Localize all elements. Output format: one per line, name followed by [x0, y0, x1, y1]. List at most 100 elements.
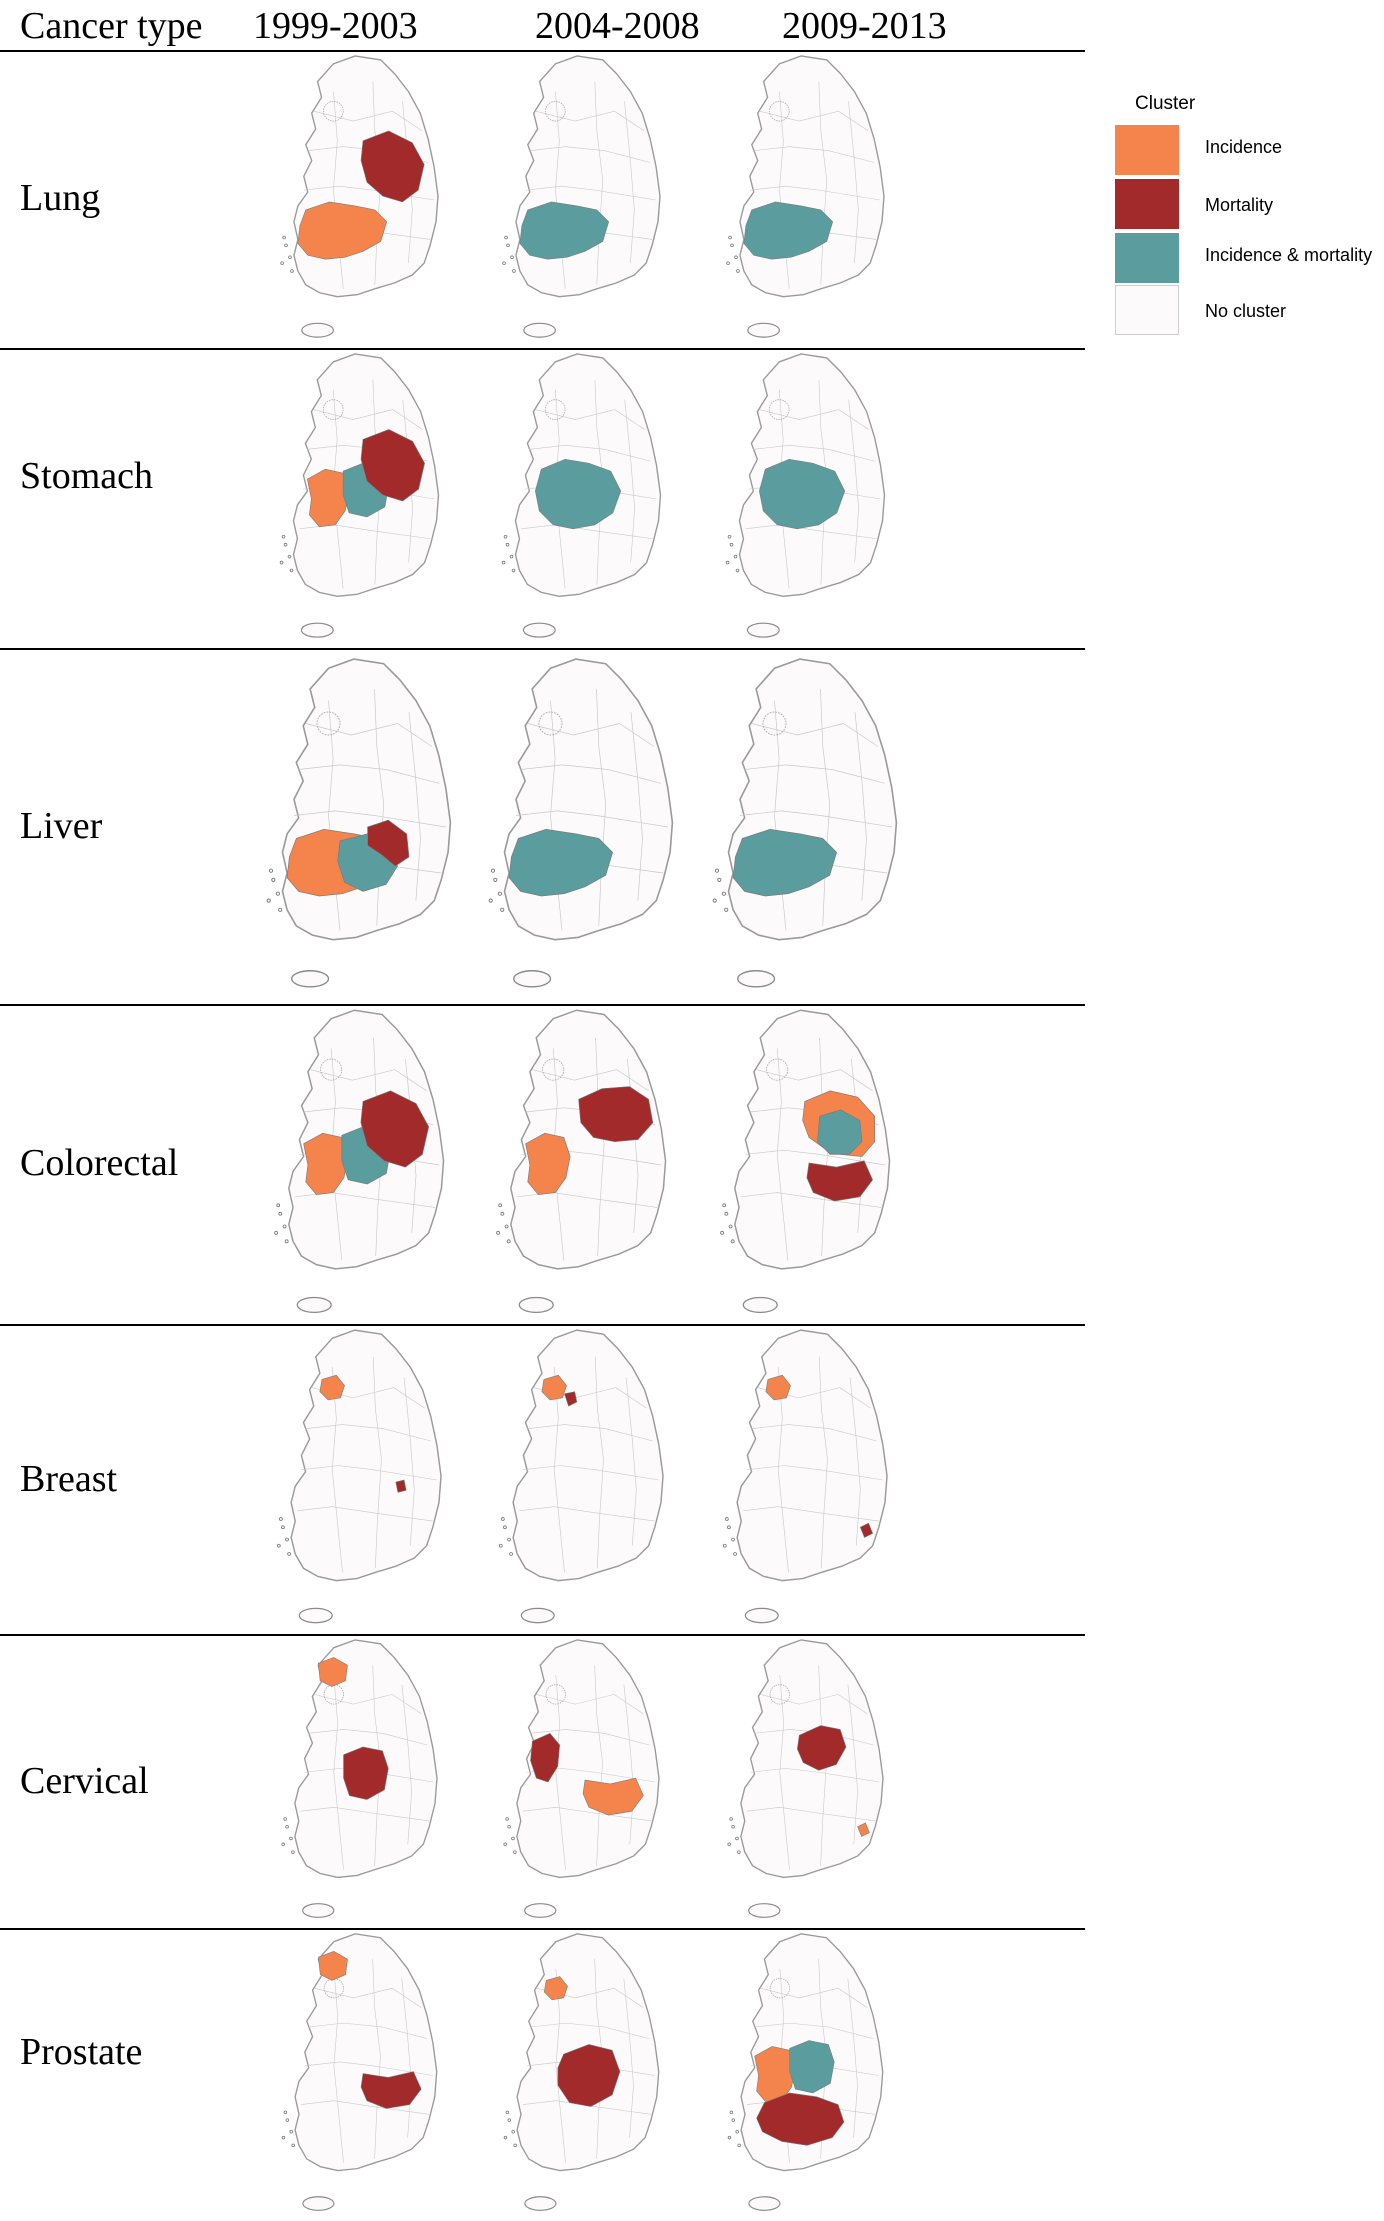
islands	[501, 534, 516, 573]
legend-swatch-mortality	[1115, 179, 1179, 229]
cluster-mortality	[530, 1732, 560, 1783]
map-liver-2	[488, 658, 674, 988]
map-breast-3	[722, 1329, 888, 1624]
islands	[726, 235, 740, 273]
capital-area-marker	[316, 711, 341, 736]
islands	[281, 2110, 295, 2148]
peninsula-outline	[294, 1933, 438, 2172]
map-breast-2	[498, 1329, 664, 1624]
cluster-mortality	[557, 2044, 621, 2107]
row-label-breast: Breast	[20, 1458, 118, 1500]
cluster-mortality	[343, 1746, 389, 1800]
cluster-mortality	[564, 1391, 578, 1407]
divider-row-5	[0, 1634, 1085, 1636]
cluster-mortality	[859, 1522, 874, 1538]
district-lines	[745, 81, 881, 289]
row-label-cervical: Cervical	[20, 1760, 149, 1802]
peninsula-outline	[515, 55, 661, 298]
jeju-island	[744, 1607, 779, 1624]
islands	[488, 868, 505, 912]
capital-area-marker	[545, 1684, 566, 1705]
row-label-prostate: Prostate	[20, 2031, 143, 2073]
divider-row-3	[0, 1004, 1085, 1006]
legend-label-none: No cluster	[1205, 301, 1287, 321]
district-lines	[521, 81, 657, 289]
cluster-incidence	[541, 1374, 567, 1401]
map-colorectal-3	[720, 1009, 891, 1313]
map-prostate-2	[503, 1933, 660, 2211]
islands	[280, 235, 294, 273]
divider-row-1	[0, 348, 1085, 350]
jeju-island	[296, 1296, 332, 1313]
row-label-stomach: Stomach	[20, 455, 153, 497]
header-period-2: 2004-2008	[535, 5, 700, 47]
divider-row-6	[0, 1928, 1085, 1930]
map-cervical-2	[503, 1639, 660, 1918]
divider-header	[0, 50, 1085, 52]
cluster-incidence	[307, 468, 350, 528]
cluster-mortality	[360, 429, 425, 502]
cluster-both	[732, 828, 837, 897]
row-label-liver: Liver	[20, 805, 103, 847]
cluster-incidence	[543, 1976, 568, 2001]
islands	[727, 1817, 741, 1854]
map-breast-1	[276, 1329, 442, 1624]
islands	[503, 1817, 517, 1854]
cluster-mortality	[756, 2092, 845, 2146]
cluster-incidence	[319, 1374, 345, 1401]
islands	[712, 868, 729, 912]
cluster-mortality	[360, 1090, 430, 1168]
islands	[276, 1517, 291, 1556]
peninsula-outline	[727, 658, 898, 941]
peninsula-outline	[281, 658, 452, 941]
legend-label-both: Incidence & mortality	[1205, 245, 1373, 265]
map-cervical-3	[727, 1639, 884, 1918]
jeju-island	[300, 622, 334, 638]
jeju-island	[524, 2196, 557, 2211]
map-lung-3	[726, 55, 885, 338]
map-prostate-1	[281, 1933, 438, 2211]
islands	[498, 1517, 513, 1556]
divider-row-4	[0, 1324, 1085, 1326]
cluster-both	[535, 458, 622, 530]
legend-swatch-incidence	[1115, 125, 1179, 175]
capital-area-marker	[544, 399, 566, 420]
map-cervical-1	[281, 1639, 438, 1918]
islands	[725, 534, 740, 573]
jeju-island	[301, 322, 334, 338]
header-period-3: 2009-2013	[782, 5, 947, 47]
map-stomach-3	[725, 353, 886, 638]
jeju-island	[746, 622, 780, 638]
cluster-incidence	[303, 1132, 349, 1196]
jeju-island	[737, 970, 776, 988]
legend: Cluster Incidence Mortality Incidence & …	[1105, 85, 1384, 355]
cluster-both	[817, 1109, 863, 1155]
map-stomach-1	[279, 353, 440, 638]
capital-area-marker	[762, 711, 787, 736]
header-cancer-type: Cancer type	[20, 5, 203, 47]
jeju-island	[302, 2196, 335, 2211]
islands	[720, 1203, 735, 1244]
jeju-island	[747, 322, 780, 338]
legend-label-mortality: Mortality	[1205, 195, 1274, 215]
map-liver-3	[712, 658, 898, 988]
cluster-incidence	[317, 1657, 348, 1687]
islands	[722, 1517, 737, 1556]
peninsula-outline	[512, 1329, 664, 1582]
map-lung-1	[280, 55, 439, 338]
cluster-incidence	[525, 1132, 571, 1196]
cluster-mortality	[797, 1725, 847, 1771]
islands	[503, 2110, 517, 2148]
legend-label-incidence: Incidence	[1205, 137, 1283, 157]
map-stomach-2	[501, 353, 662, 638]
cluster-both	[743, 201, 834, 260]
islands	[496, 1203, 511, 1244]
map-colorectal-2	[496, 1009, 667, 1313]
peninsula-outline	[503, 658, 674, 941]
district-lines	[300, 1959, 433, 2163]
jeju-island	[518, 1296, 554, 1313]
peninsula-outline	[290, 1329, 442, 1582]
map-liver-1	[266, 658, 452, 988]
cluster-incidence	[765, 1374, 791, 1401]
peninsula-outline	[510, 1009, 667, 1270]
